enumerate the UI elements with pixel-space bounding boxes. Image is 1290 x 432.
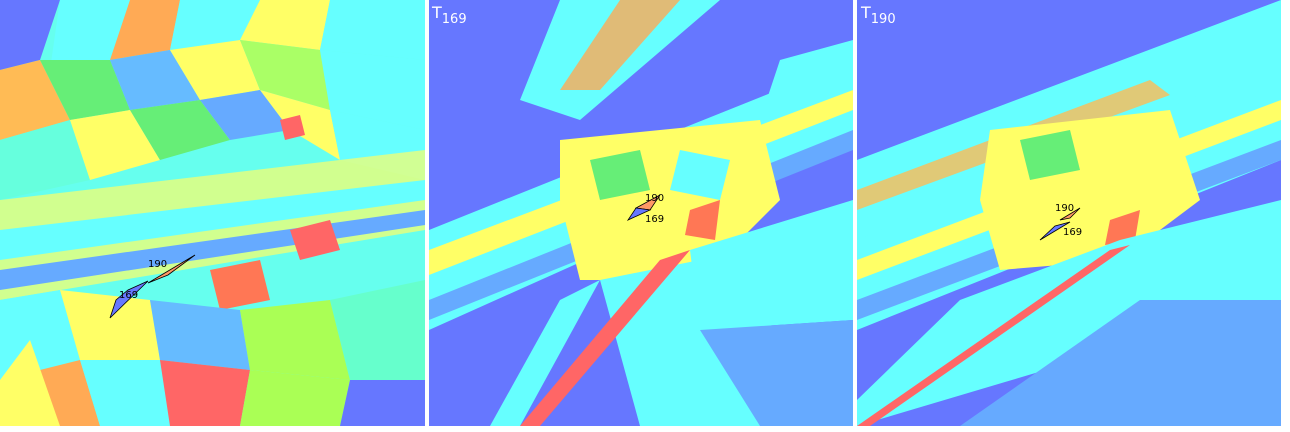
panel-left: [0, 0, 425, 426]
region-label: 169: [645, 214, 664, 225]
panel-right: [857, 0, 1281, 426]
region-label: 190: [148, 259, 167, 270]
region-label: 169: [1063, 227, 1082, 238]
title-subscript: 190: [871, 12, 896, 27]
panel-middle: [429, 0, 853, 426]
region-label: 190: [645, 193, 664, 204]
panel-title: T169: [431, 3, 467, 27]
region-label: 190: [1055, 203, 1074, 214]
title-subscript: 169: [442, 12, 467, 27]
title-main: T: [860, 3, 871, 22]
region-label: 169: [119, 290, 138, 301]
panel-title: T190: [860, 3, 896, 27]
title-main: T: [431, 3, 442, 22]
